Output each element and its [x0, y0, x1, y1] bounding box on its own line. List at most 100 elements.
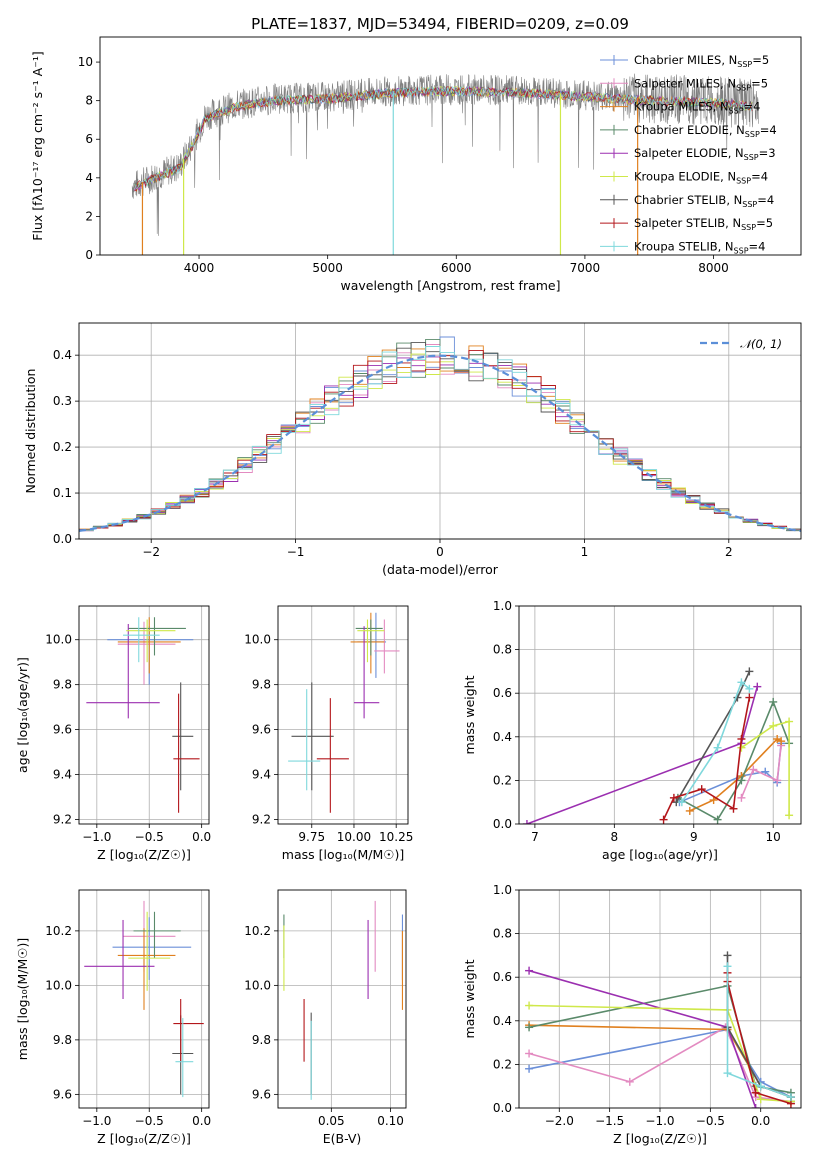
- y-tick-label: 0.0: [53, 532, 72, 546]
- weight-line-5: [529, 1004, 791, 1103]
- x-tick-label: −1.0: [82, 830, 111, 844]
- panel-6: 0.05 0.10 9.6 9.8 10.0 10.2 E(B-V): [244, 889, 407, 1146]
- legend-entry-suffix: =5: [752, 53, 769, 67]
- y-tick-label: 10.2: [244, 924, 271, 938]
- weight-lines: [525, 951, 795, 1108]
- x-axis-label: Z [log₁₀(Z/Z☉)]: [97, 847, 191, 862]
- legend-entry-suffix: =4: [757, 193, 774, 207]
- y-tick-label: 9.6: [53, 723, 72, 737]
- x-tick-label: 0.0: [751, 1114, 770, 1128]
- y-tick-label: 2: [85, 209, 93, 223]
- y-axis-label: age [log₁₀(age/yr)]: [15, 657, 30, 773]
- y-tick-label: 9.6: [252, 1087, 271, 1101]
- legend-entry-sub: SSP: [737, 60, 752, 69]
- legend-entry-suffix: =3: [759, 146, 776, 160]
- y-tick-label: 9.8: [252, 678, 271, 692]
- x-tick-label: −0.5: [696, 1114, 725, 1128]
- y-tick-label: 9.2: [53, 813, 72, 827]
- legend-entry-text: Kroupa STELIB, N: [634, 239, 734, 253]
- x-tick-label: −0.5: [135, 830, 164, 844]
- y-tick-label: 10.0: [244, 978, 271, 992]
- figure-title: PLATE=1837, MJD=53494, FIBERID=0209, z=0…: [251, 15, 629, 33]
- x-tick-label: 0.05: [318, 1114, 345, 1128]
- model-line-8: [134, 86, 753, 190]
- y-tick-label: 10: [78, 55, 93, 69]
- legend-entry: Salpeter STELIB, NSSP=5: [634, 216, 773, 232]
- model-line-7: [134, 86, 753, 192]
- y-tick-label: 9.6: [252, 723, 271, 737]
- panel-5: −1.0 −0.5 0.0 9.6 9.8 10.0 10.2 Z [log₁₀(Z/Z☉)]…: [15, 889, 211, 1146]
- y-axis-label: Normed distribution: [23, 369, 38, 494]
- x-tick-label: 9: [690, 830, 698, 844]
- x-tick-label: 5000: [312, 261, 343, 275]
- axes-frame: [518, 889, 802, 1109]
- legend-entry-suffix: =4: [744, 100, 761, 114]
- x-tick-label: −2.0: [545, 1114, 574, 1128]
- y-axis-label: mass [log₁₀(M/M☉)]: [15, 938, 30, 1060]
- x-axis-label: age [log₁₀(age/yr)]: [602, 847, 718, 862]
- y-tick-label: 0.4: [493, 730, 512, 744]
- axes-frame: [78, 322, 802, 540]
- y-tick-label: 0: [85, 248, 93, 262]
- legend-entry-suffix: =4: [760, 123, 777, 137]
- legend-entry: Chabrier STELIB, NSSP=4: [634, 193, 774, 209]
- y-tick-label: 9.8: [252, 1033, 271, 1047]
- x-tick-label: 10: [766, 830, 781, 844]
- x-tick-label: 10.25: [379, 830, 413, 844]
- legend-entry-text: Salpeter ELODIE, N: [634, 146, 744, 160]
- axes-frame: [277, 605, 409, 825]
- weight-line-5: [740, 720, 790, 816]
- legend-entry-sub: SSP: [744, 153, 759, 162]
- weight-line-8: [681, 680, 750, 803]
- axes-frame: [78, 889, 210, 1109]
- legend-gaussian-label: 𝒩(0, 1): [740, 337, 782, 351]
- legend-entry: Kroupa MILES, NSSP=4: [634, 100, 760, 116]
- x-tick-label: 0: [436, 545, 444, 559]
- legend-entry-suffix: =5: [756, 216, 773, 230]
- x-tick-label: 1: [581, 545, 589, 559]
- legend-entry-sub: SSP: [745, 130, 760, 139]
- y-tick-label: 10.0: [45, 633, 72, 647]
- legend-entry-sub: SSP: [736, 83, 751, 92]
- legend-entry: Salpeter ELODIE, NSSP=3: [634, 146, 776, 162]
- y-axis-label: mass weight: [462, 675, 477, 754]
- axes-frame: [99, 36, 802, 256]
- legend-entry-text: Kroupa ELODIE, N: [634, 170, 736, 184]
- x-tick-label: 6000: [441, 261, 472, 275]
- legend-entry-sub: SSP: [742, 200, 757, 209]
- y-tick-label: 8: [85, 94, 93, 108]
- legend-entry-text: Kroupa MILES, N: [634, 100, 729, 114]
- y-tick-label: 0.6: [493, 686, 512, 700]
- y-tick-label: 0.0: [493, 1101, 512, 1115]
- spectrum-lines: [131, 73, 759, 255]
- legend-entry: Kroupa STELIB, NSSP=4: [634, 239, 765, 255]
- x-tick-label: 7: [531, 830, 539, 844]
- y-tick-label: 1.0: [493, 599, 512, 613]
- y-axis-label: Flux [fλ10⁻¹⁷ erg cm⁻² s⁻¹ A⁻¹]: [30, 51, 45, 240]
- error-bars: [288, 612, 400, 813]
- legend-entry-text: Chabrier STELIB, N: [634, 193, 742, 207]
- x-tick-label: 0.0: [192, 1114, 211, 1128]
- y-tick-label: 9.6: [53, 1087, 72, 1101]
- legend-entry-text: Chabrier MILES, N: [634, 53, 737, 67]
- y-tick-label: 0.2: [53, 440, 72, 454]
- x-axis-label: Z [log₁₀(Z/Z☉)]: [613, 1131, 707, 1146]
- legend-entry-sub: SSP: [729, 107, 744, 116]
- x-axis-label: E(B-V): [323, 1131, 362, 1146]
- error-bars: [283, 900, 403, 1100]
- y-tick-label: 0.4: [493, 1014, 512, 1028]
- gaussian-curve: [79, 354, 801, 532]
- x-tick-label: 2: [725, 545, 733, 559]
- panel-3: 9.75 10.00 10.25 9.2 9.4 9.6 9.8 10.0 mass [log₁…: [244, 605, 413, 862]
- x-axis-label: (data-model)/error: [382, 562, 499, 577]
- x-tick-label: −1.0: [82, 1114, 111, 1128]
- x-tick-label: −1.5: [595, 1114, 624, 1128]
- error-bars: [86, 617, 200, 813]
- legend-entry-sub: SSP: [741, 223, 756, 232]
- weight-lines: [522, 667, 794, 824]
- axes-frame: [78, 605, 210, 825]
- axes-frame: [518, 605, 802, 825]
- histograms: [79, 336, 801, 533]
